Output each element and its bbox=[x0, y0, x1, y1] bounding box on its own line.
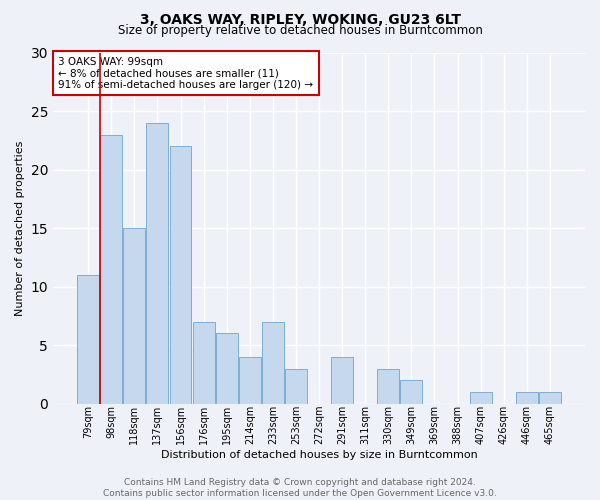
Bar bbox=[331, 357, 353, 404]
Text: Size of property relative to detached houses in Burntcommon: Size of property relative to detached ho… bbox=[118, 24, 482, 37]
Text: Contains HM Land Registry data © Crown copyright and database right 2024.
Contai: Contains HM Land Registry data © Crown c… bbox=[103, 478, 497, 498]
Bar bbox=[516, 392, 538, 404]
Bar bbox=[216, 334, 238, 404]
Bar bbox=[262, 322, 284, 404]
Bar bbox=[124, 228, 145, 404]
Bar bbox=[285, 368, 307, 404]
Bar bbox=[100, 135, 122, 404]
Bar bbox=[170, 146, 191, 404]
Bar bbox=[400, 380, 422, 404]
Bar bbox=[146, 123, 169, 404]
X-axis label: Distribution of detached houses by size in Burntcommon: Distribution of detached houses by size … bbox=[161, 450, 478, 460]
Text: 3 OAKS WAY: 99sqm
← 8% of detached houses are smaller (11)
91% of semi-detached : 3 OAKS WAY: 99sqm ← 8% of detached house… bbox=[58, 56, 313, 90]
Bar bbox=[193, 322, 215, 404]
Bar bbox=[77, 275, 99, 404]
Text: 3, OAKS WAY, RIPLEY, WOKING, GU23 6LT: 3, OAKS WAY, RIPLEY, WOKING, GU23 6LT bbox=[139, 12, 461, 26]
Bar bbox=[377, 368, 399, 404]
Bar bbox=[470, 392, 491, 404]
Y-axis label: Number of detached properties: Number of detached properties bbox=[15, 140, 25, 316]
Bar bbox=[239, 357, 261, 404]
Bar bbox=[539, 392, 561, 404]
